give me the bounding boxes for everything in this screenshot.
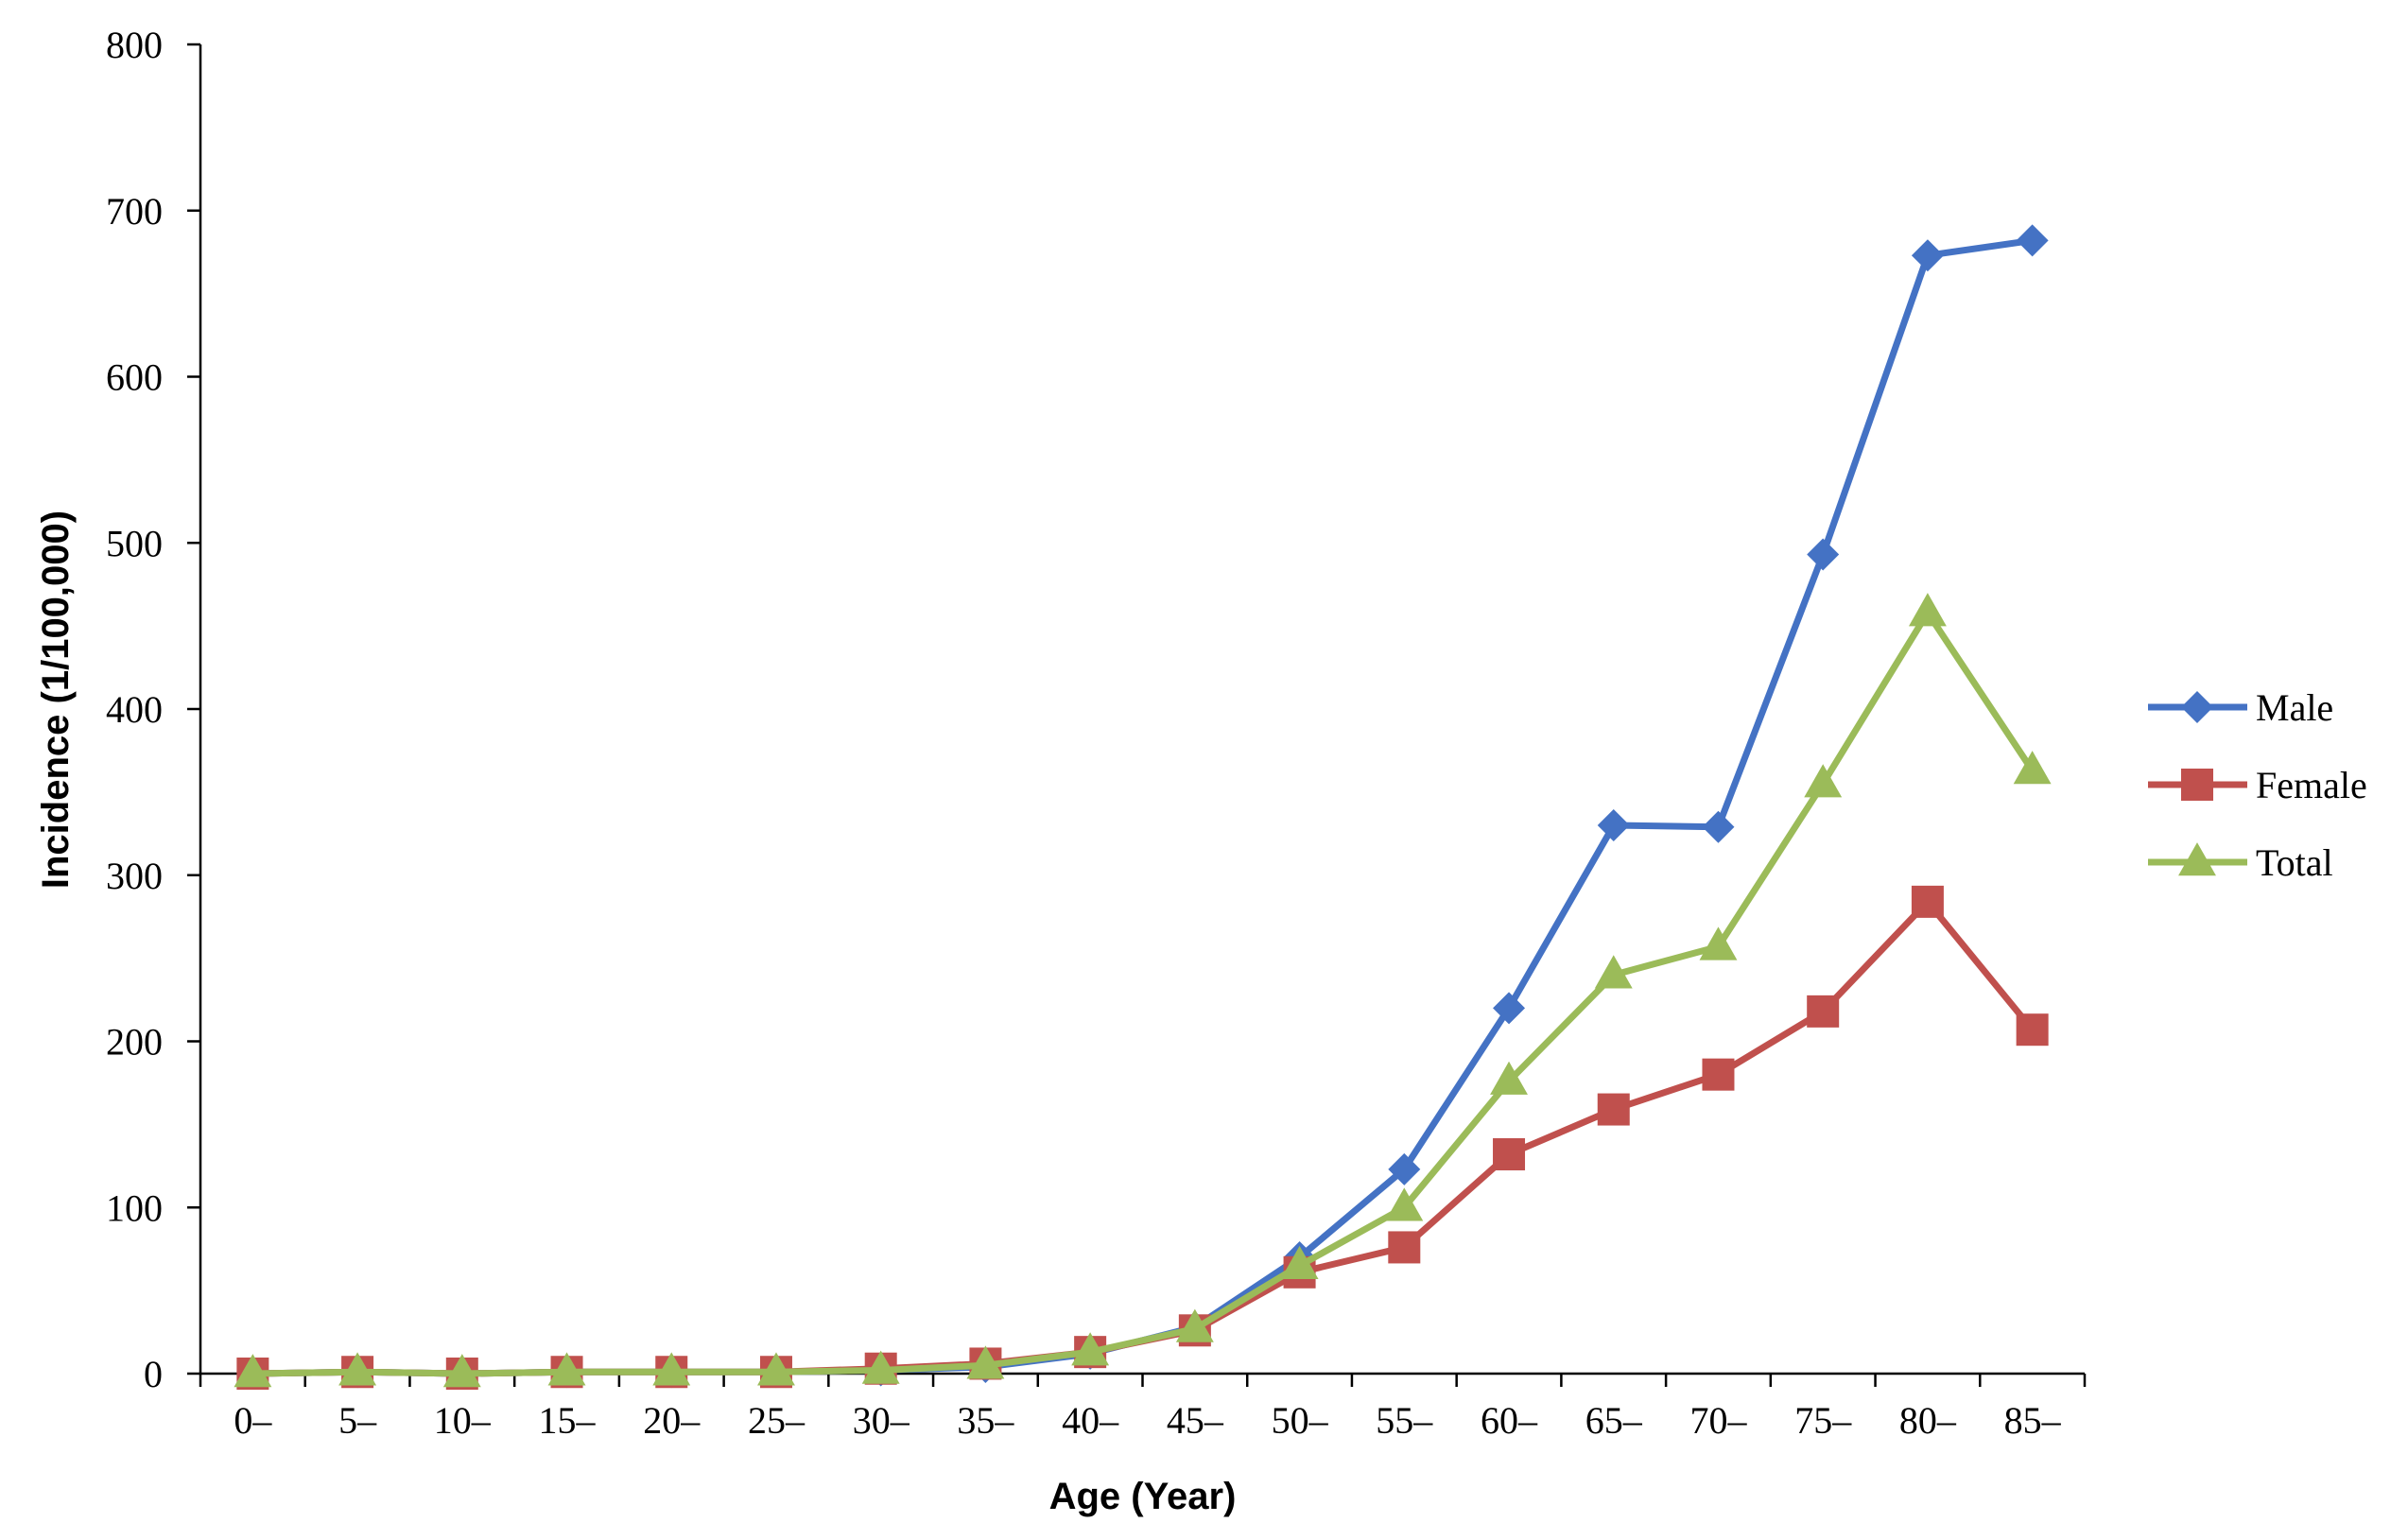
data-point-total	[338, 1352, 377, 1386]
y-axis-ticks: 0 100 200 300 400 500 600 700 800	[106, 24, 200, 1395]
data-point-total	[1280, 1245, 1319, 1280]
data-point-total	[1175, 1308, 1214, 1342]
series-male	[236, 224, 2049, 1390]
data-point-total	[234, 1354, 272, 1388]
legend-item-female: Female	[2148, 764, 2367, 806]
series-layer	[234, 224, 2052, 1390]
data-point-total	[2013, 751, 2052, 785]
x-tick-label: 25–	[748, 1399, 806, 1442]
data-point-total	[757, 1352, 795, 1386]
x-tick-label: 80–	[1899, 1399, 1957, 1442]
legend-label: Male	[2256, 686, 2333, 729]
x-tick-label: 85–	[2004, 1399, 2062, 1442]
data-point-total	[1385, 1187, 1424, 1221]
x-tick-label: 65–	[1585, 1399, 1643, 1442]
data-point-total	[966, 1345, 1005, 1379]
data-point-male	[1702, 810, 1735, 843]
y-tick-label: 200	[106, 1021, 163, 1064]
series-line-female	[252, 898, 2036, 1377]
data-point-female	[1597, 1093, 1630, 1126]
legend-marker	[2181, 691, 2213, 723]
x-tick-label: 20–	[643, 1399, 701, 1442]
legend-label: Female	[2256, 764, 2367, 806]
legend-marker	[2178, 842, 2216, 876]
data-point-male	[1911, 239, 1944, 272]
x-tick-label: 40–	[1062, 1399, 1119, 1442]
legend-label: Total	[2256, 841, 2333, 884]
data-point-total	[652, 1352, 691, 1386]
y-tick-label: 500	[106, 522, 163, 564]
x-tick-label: 30–	[853, 1399, 910, 1442]
data-point-male	[2016, 224, 2049, 257]
x-tick-label: 75–	[1794, 1399, 1852, 1442]
data-point-male	[1807, 538, 1840, 571]
y-tick-label: 700	[106, 190, 163, 233]
series-line-total	[252, 609, 2036, 1377]
data-point-female	[1388, 1231, 1421, 1264]
x-tick-label: 70–	[1689, 1399, 1747, 1442]
data-point-total	[1908, 593, 1947, 627]
data-point-female	[2016, 1013, 2049, 1047]
data-point-male	[1493, 992, 1526, 1025]
y-tick-label: 600	[106, 356, 163, 399]
data-point-female	[1911, 885, 1944, 918]
data-point-total	[861, 1350, 900, 1384]
x-tick-label: 10–	[434, 1399, 492, 1442]
data-point-male	[1597, 809, 1630, 842]
data-point-total	[1594, 955, 1633, 989]
x-tick-label: 35–	[957, 1399, 1014, 1442]
x-tick-label: 55–	[1376, 1399, 1433, 1442]
x-tick-label: 15–	[539, 1399, 597, 1442]
data-point-total	[1699, 926, 1738, 960]
axes	[199, 44, 2085, 1376]
x-tick-label: 60–	[1481, 1399, 1538, 1442]
data-point-total	[547, 1352, 586, 1386]
legend-item-total: Total	[2148, 841, 2333, 884]
data-point-total	[1804, 764, 1843, 798]
data-point-male	[1388, 1152, 1421, 1185]
data-point-total	[442, 1354, 481, 1388]
data-point-total	[1490, 1061, 1528, 1095]
y-tick-label: 300	[106, 855, 163, 897]
x-tick-label: 0–	[234, 1399, 272, 1442]
y-tick-label: 100	[106, 1186, 163, 1229]
data-point-female	[1807, 995, 1840, 1028]
x-axis-ticks: 0– 5– 10– 15– 20– 25– 30– 35– 40– 45– 50– 55– 60– 65–…	[199, 1374, 2087, 1442]
series-female	[236, 885, 2049, 1390]
y-tick-label: 800	[106, 24, 163, 66]
x-axis-title: Age (Year)	[1049, 1476, 1237, 1517]
x-tick-label: 45–	[1167, 1399, 1224, 1442]
legend-item-male: Male	[2148, 686, 2333, 729]
series-line-male	[252, 236, 2034, 1377]
y-tick-label: 0	[144, 1353, 163, 1395]
series-total	[234, 593, 2052, 1388]
data-point-total	[1071, 1332, 1110, 1366]
x-tick-label: 5–	[338, 1399, 377, 1442]
legend-marker	[2181, 769, 2213, 801]
y-axis-title: Incidence (1/100,000)	[35, 510, 77, 889]
x-tick-label: 50–	[1272, 1399, 1329, 1442]
data-point-female	[1493, 1138, 1526, 1171]
y-tick-label: 400	[106, 688, 163, 731]
legend: Male Female Total	[2148, 686, 2367, 884]
data-point-female	[1702, 1058, 1735, 1091]
